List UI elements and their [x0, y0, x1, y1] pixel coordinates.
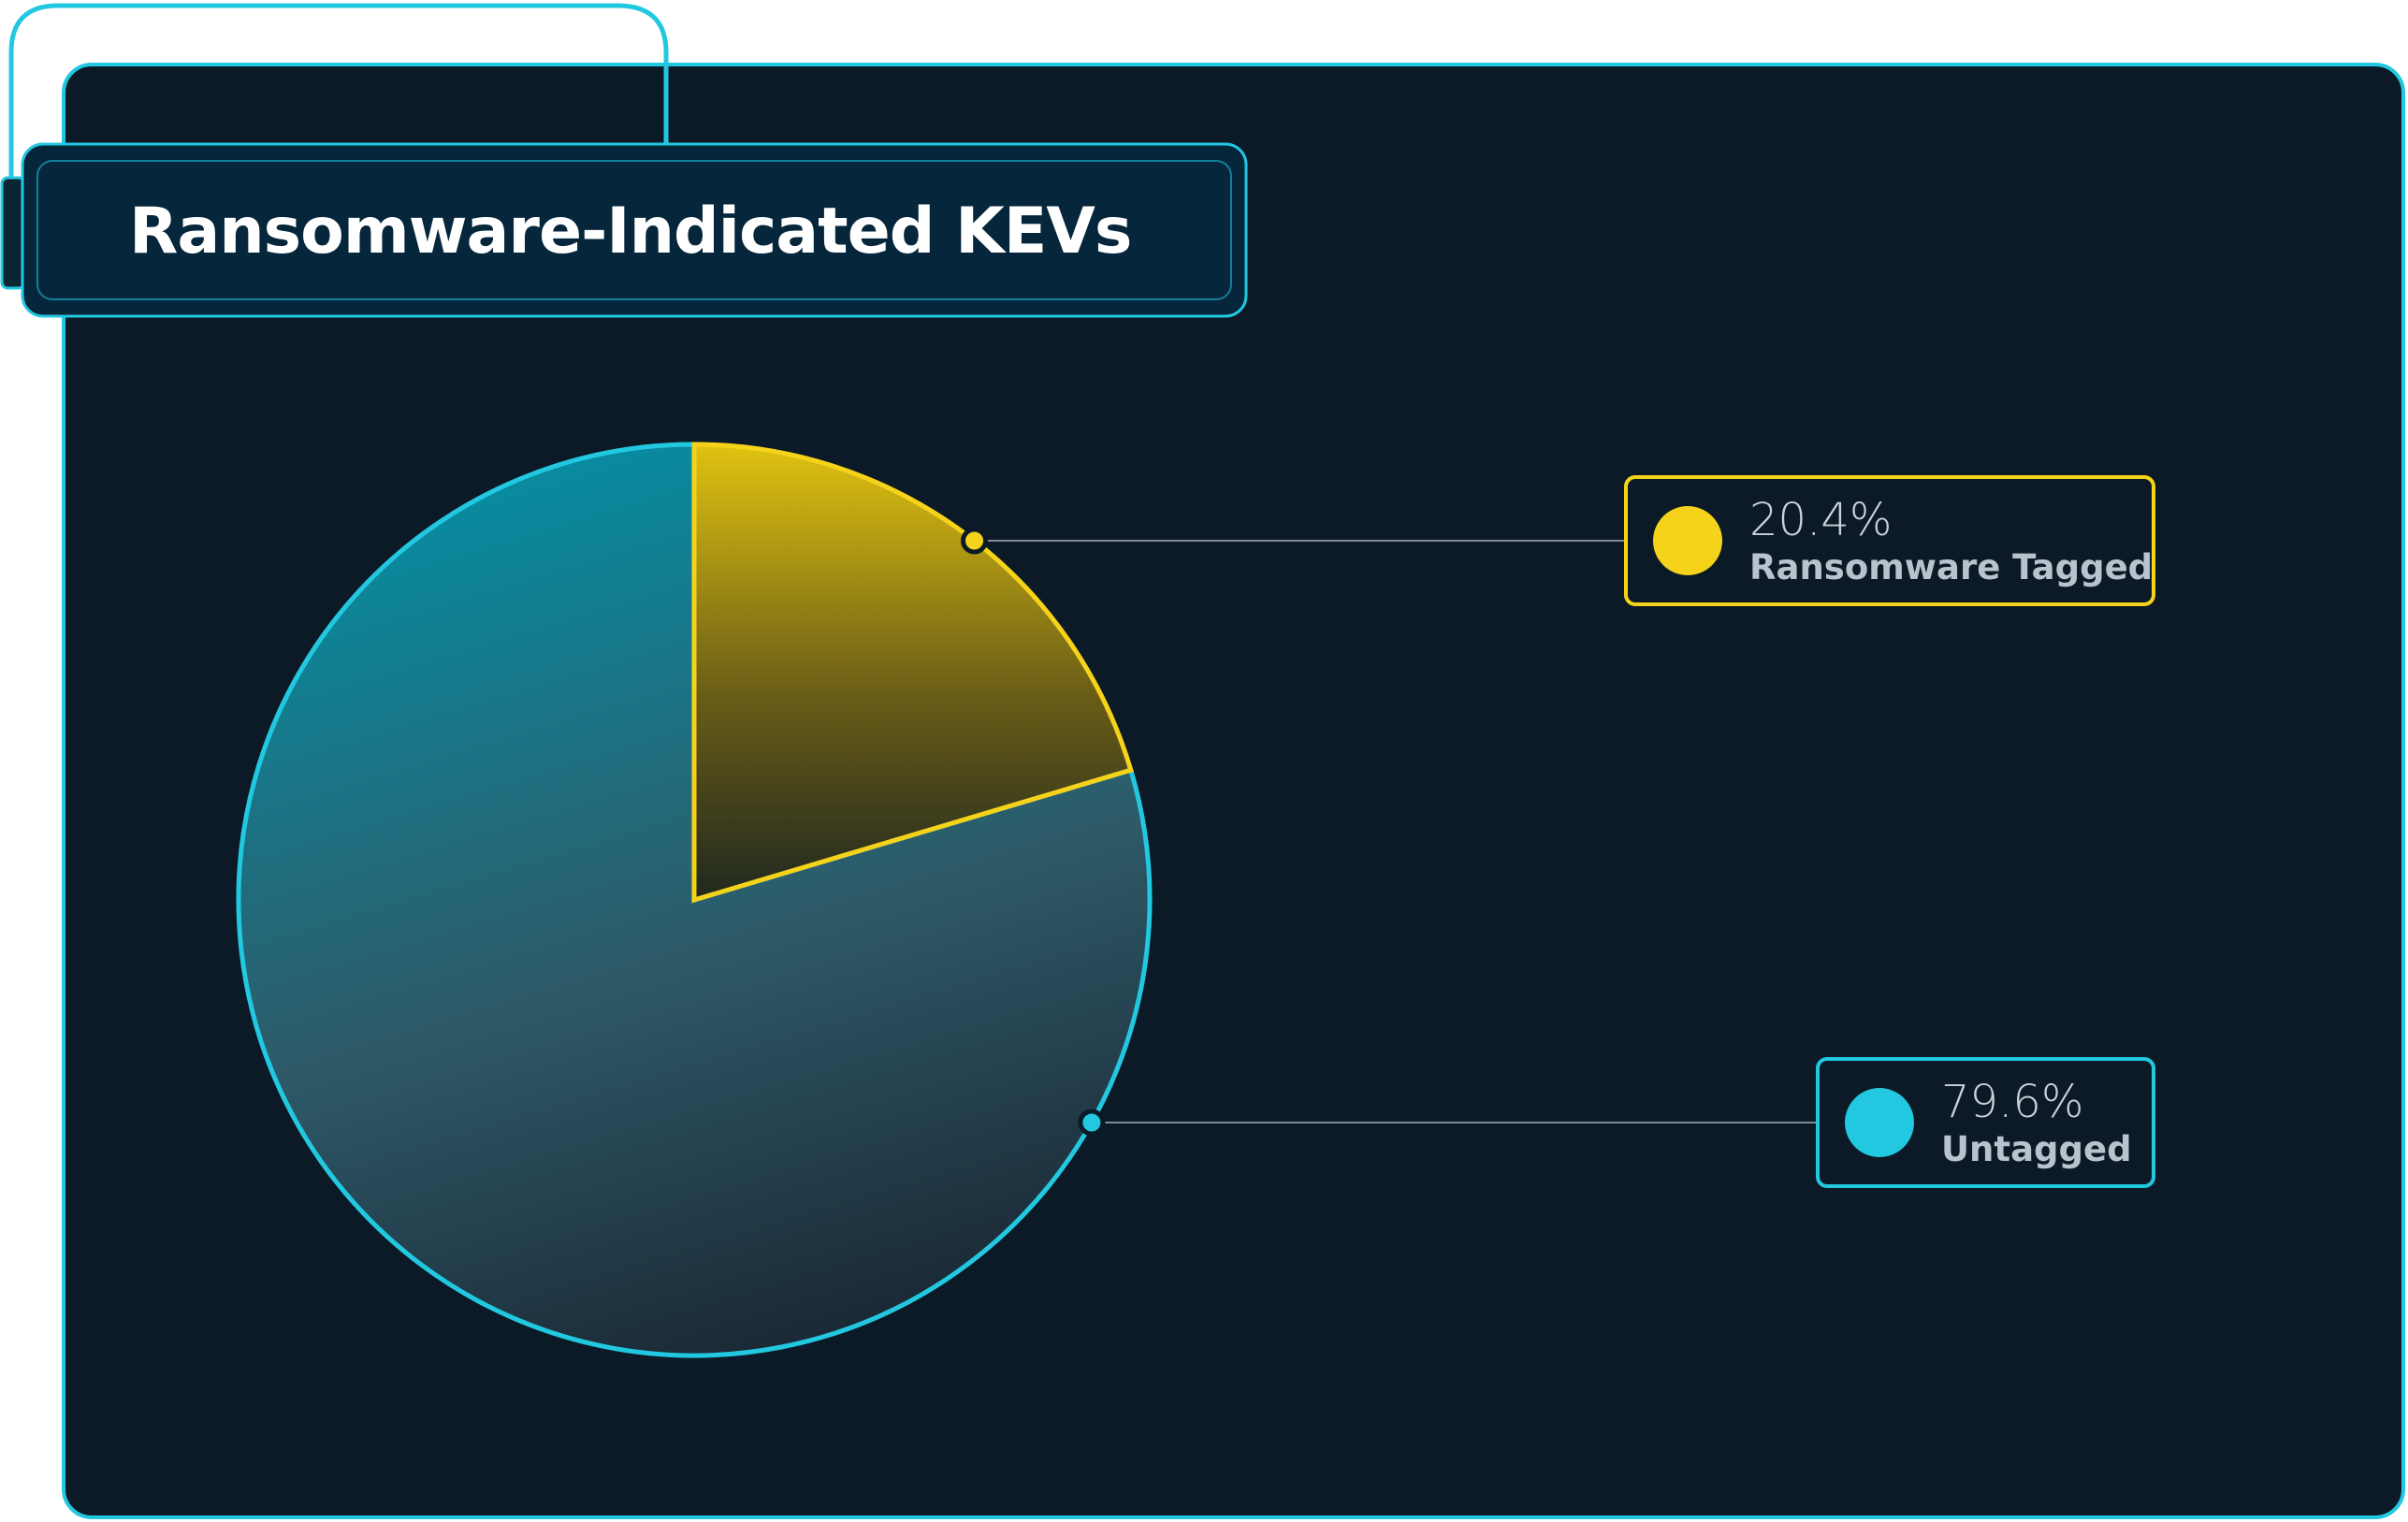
pie-chart	[236, 442, 1153, 1358]
chart-title: Ransomware-Indicated KEVs	[129, 195, 1131, 268]
legend-value-untagged: 79.6%	[1941, 1076, 2083, 1128]
legend: 20.4%Ransomware Tagged 79.6%Untagged	[961, 475, 2155, 1188]
connector-tab	[0, 176, 26, 290]
legend-value-ransomware-tagged: 20.4%	[1749, 494, 1892, 546]
leader-marker-ransomware-tagged	[961, 527, 989, 555]
legend-swatch-untagged	[1845, 1088, 1914, 1157]
legend-item-ransomware-tagged: 20.4%Ransomware Tagged	[1624, 475, 2155, 606]
legend-label-untagged: Untagged	[1941, 1129, 2132, 1169]
legend-box-ransomware-tagged	[1624, 475, 2155, 606]
legend-item-untagged: 79.6%Untagged	[1816, 1057, 2155, 1188]
title-panel: Ransomware-Indicated KEVs	[21, 142, 1248, 318]
legend-swatch-ransomware-tagged	[1653, 506, 1722, 575]
legend-label-ransomware-tagged: Ransomware Tagged	[1749, 547, 2153, 587]
connector-decoration	[8, 3, 669, 178]
leader-marker-untagged	[1078, 1109, 1106, 1137]
legend-box-untagged	[1816, 1057, 2155, 1188]
